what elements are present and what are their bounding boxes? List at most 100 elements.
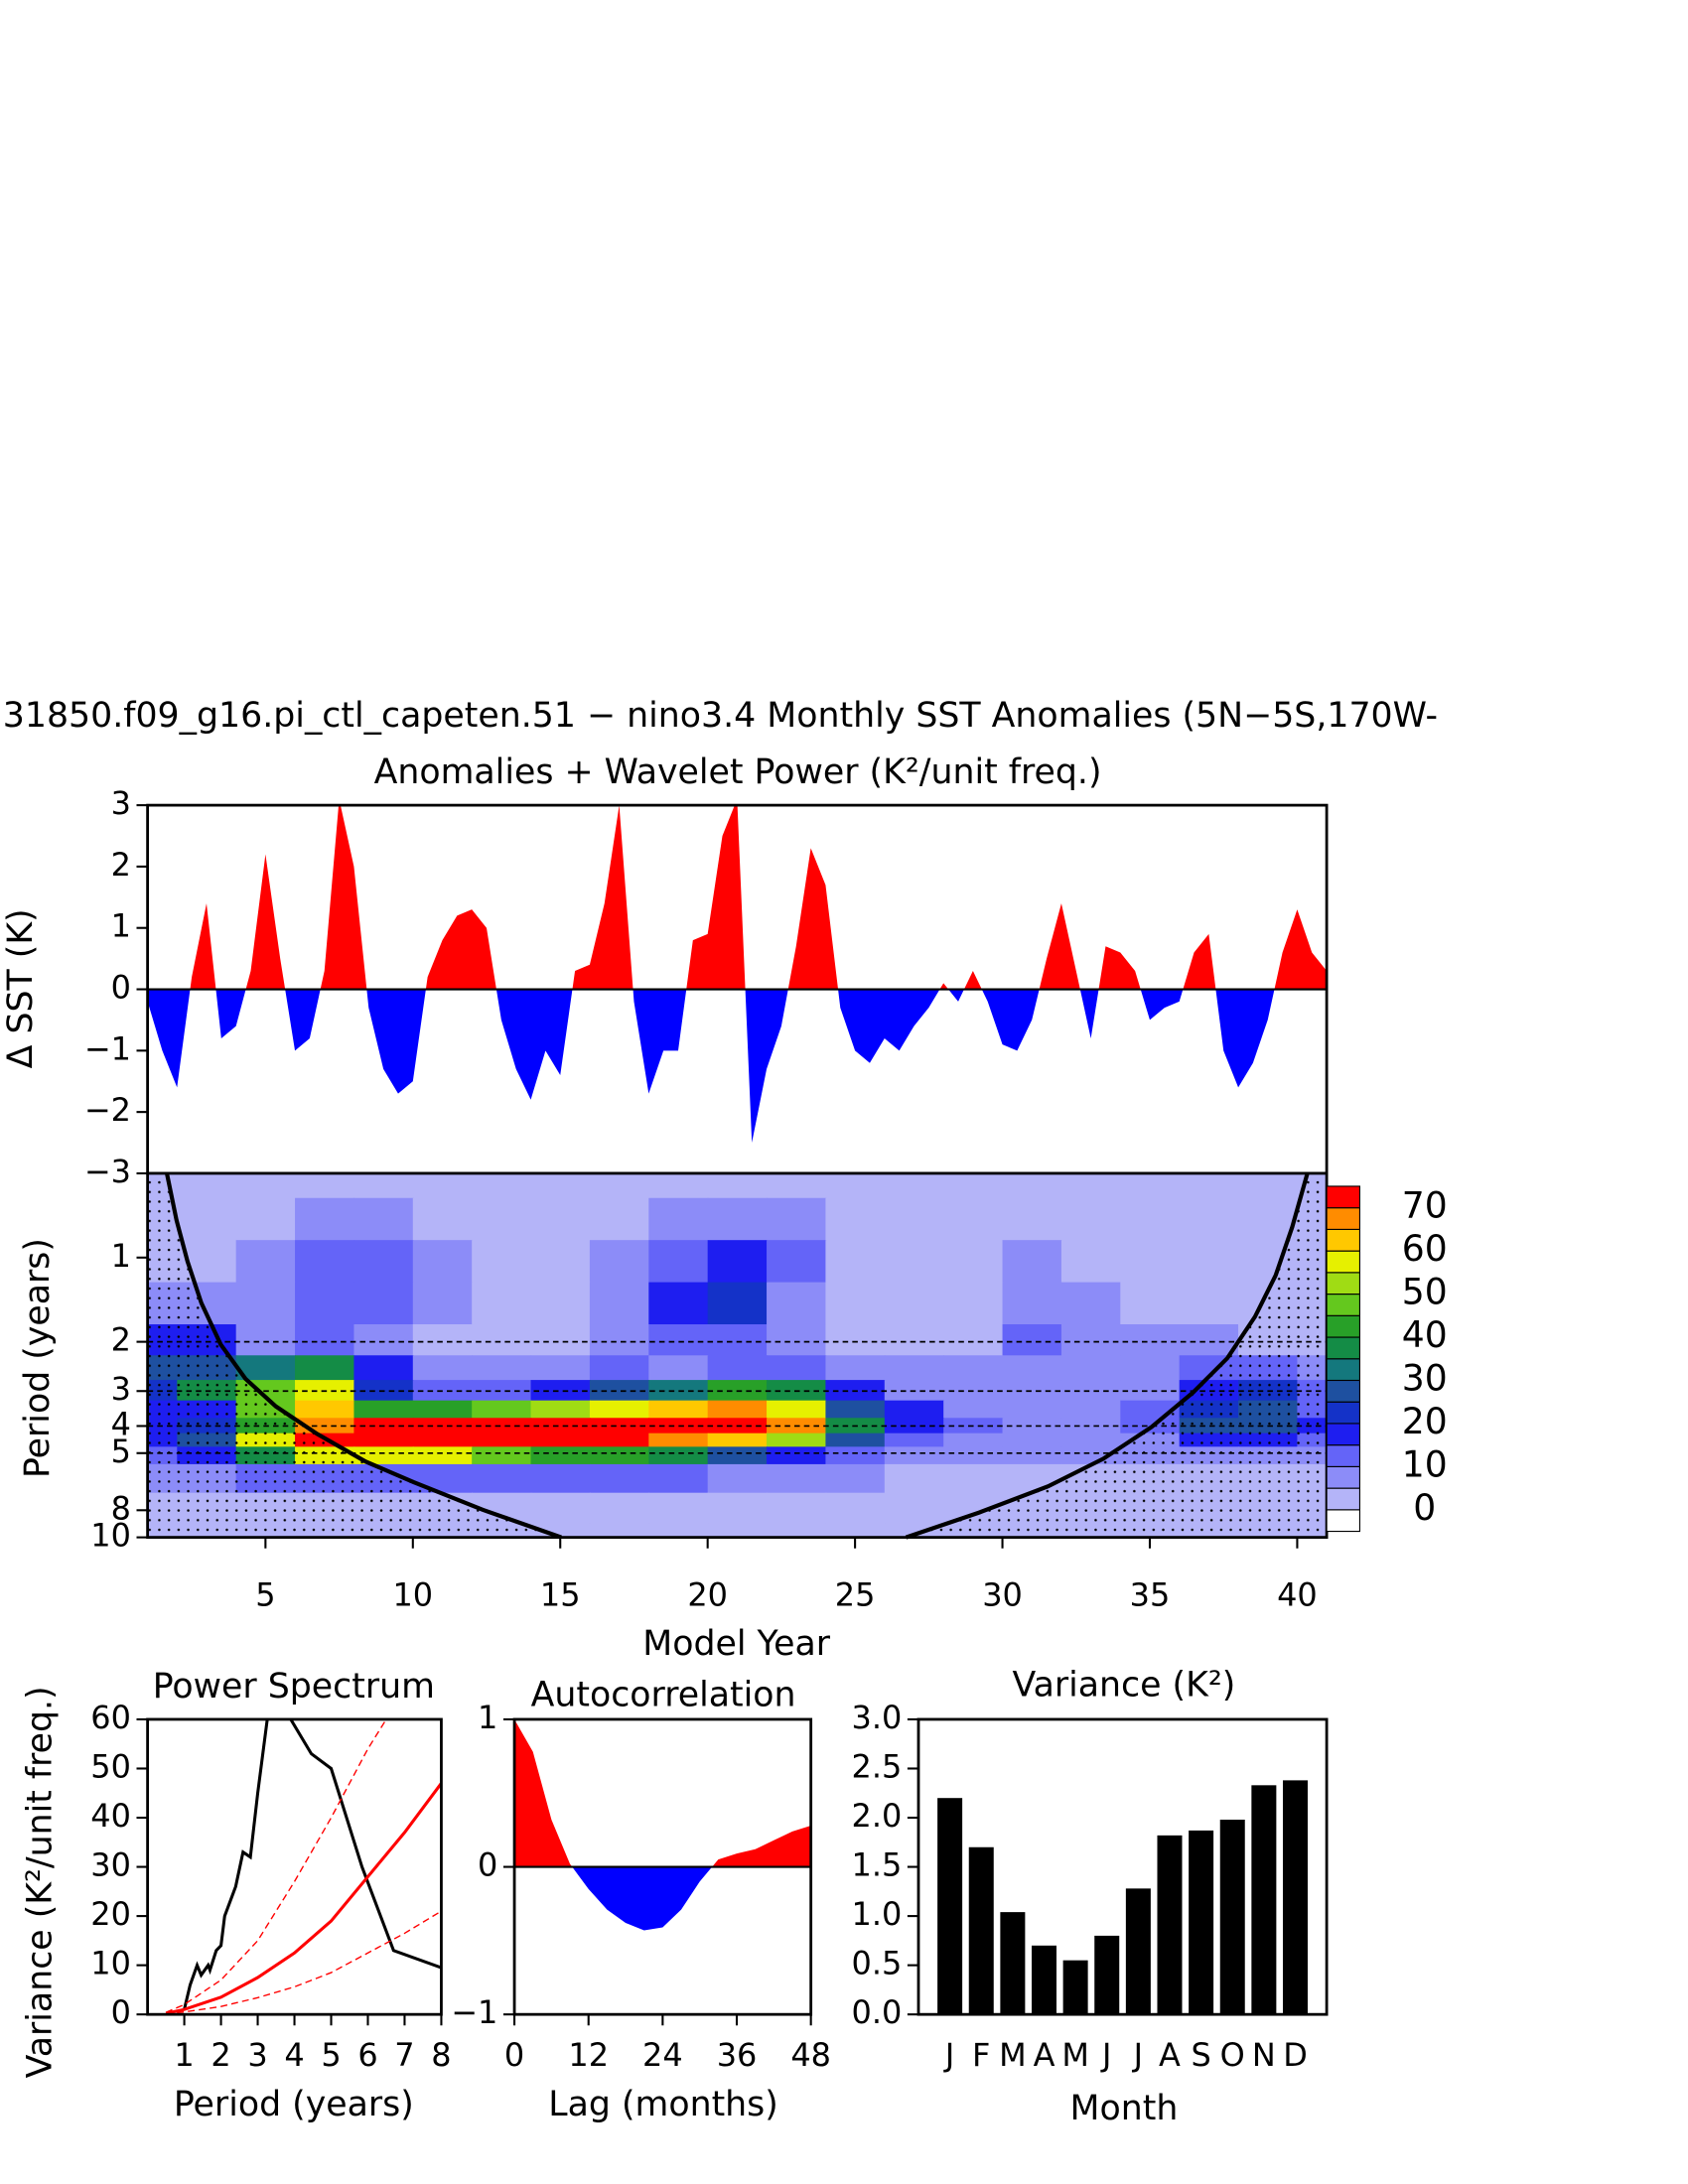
power-cell	[412, 1240, 474, 1284]
power-cell	[1060, 1418, 1122, 1434]
x-tick-label: 4	[284, 2036, 304, 2074]
x-tick-label: 36	[717, 2036, 758, 2074]
power-cell	[1002, 1355, 1062, 1381]
power-cell	[177, 1197, 237, 1242]
power-cell	[412, 1446, 474, 1465]
power-cell	[530, 1324, 591, 1357]
y-tick-label: 2	[111, 846, 131, 884]
power-cell	[767, 1400, 827, 1420]
y-tick-label: 1.5	[852, 1846, 903, 1884]
y-tick-label: 2.5	[852, 1747, 903, 1785]
x-tick-label: F	[972, 2036, 990, 2074]
x-axis-label: Period (years)	[174, 2085, 414, 2124]
power-cell	[767, 1240, 827, 1284]
y-tick-label: 3.0	[852, 1699, 903, 1736]
x-tick-label: 20	[687, 1575, 728, 1613]
bar	[1189, 1830, 1214, 2015]
power-cell	[767, 1172, 827, 1199]
power-cell	[1002, 1197, 1062, 1242]
power-cell	[353, 1172, 414, 1199]
colorbar-box	[1326, 1358, 1360, 1382]
power-cell	[884, 1240, 945, 1284]
power-cell	[235, 1240, 296, 1284]
positive-area	[514, 1718, 811, 1867]
power-cell	[1002, 1380, 1062, 1402]
power-cell	[648, 1463, 709, 1494]
power-cell	[943, 1400, 1004, 1420]
power-cell	[589, 1418, 650, 1434]
power-cell	[472, 1240, 532, 1284]
power-cell	[707, 1282, 768, 1325]
x-tick-label: 5	[321, 2036, 341, 2074]
x-tick-label: D	[1283, 2036, 1308, 2074]
power-cell	[648, 1172, 709, 1199]
y-tick-label: 0.0	[852, 1993, 903, 2031]
x-tick-label: 12	[568, 2036, 609, 2074]
power-cell	[589, 1380, 650, 1402]
power-cell	[884, 1446, 945, 1465]
positive-area	[147, 805, 1328, 990]
power-cell	[707, 1400, 768, 1420]
power-cell	[412, 1433, 474, 1448]
power-cell	[589, 1523, 650, 1538]
power-cell	[884, 1463, 945, 1494]
power-cell	[353, 1282, 414, 1325]
power-cell	[1060, 1240, 1122, 1284]
power-cell	[825, 1282, 886, 1325]
bar	[1094, 1935, 1120, 2015]
colorbar-label: 30	[1402, 1356, 1448, 1399]
power-cell	[943, 1172, 1004, 1199]
power-cell	[295, 1197, 355, 1242]
power-cell	[235, 1282, 296, 1325]
power-cell	[1179, 1282, 1239, 1325]
power-cell	[353, 1433, 414, 1448]
power-cell	[1002, 1418, 1062, 1434]
power-cell	[472, 1433, 532, 1448]
power-cell	[295, 1282, 355, 1325]
power-cell	[943, 1433, 1004, 1448]
panel-title: Autocorrelation	[531, 1675, 796, 1714]
power-cell	[589, 1282, 650, 1325]
x-tick-label: 6	[357, 2036, 377, 2074]
x-tick-label: 35	[1130, 1575, 1171, 1613]
power-cell	[530, 1433, 591, 1448]
power-cell	[472, 1380, 532, 1402]
bar	[1219, 1820, 1245, 2015]
power-cell	[943, 1197, 1004, 1242]
power-cell	[648, 1197, 709, 1242]
colorbar-box	[1326, 1314, 1360, 1338]
x-tick-label: O	[1220, 2036, 1245, 2074]
x-tick-label: 15	[540, 1575, 581, 1613]
power-cell	[767, 1282, 827, 1325]
y-tick-label: 0.5	[852, 1945, 903, 1982]
power-cell	[943, 1324, 1004, 1357]
negative-area	[147, 989, 1328, 1144]
figure-subtitle: Anomalies + Wavelet Power (K²/unit freq.…	[374, 752, 1102, 792]
power-cell	[707, 1446, 768, 1465]
power-cell	[472, 1418, 532, 1434]
y-tick-label: 30	[90, 1846, 131, 1884]
power-cell	[530, 1380, 591, 1402]
power-cell	[472, 1463, 532, 1494]
panel-title: Power Spectrum	[153, 1667, 435, 1706]
power-cell	[295, 1324, 355, 1357]
power-cell	[884, 1197, 945, 1242]
colorbar-label: 40	[1402, 1313, 1448, 1356]
power-cell	[295, 1355, 355, 1381]
power-cell	[589, 1463, 650, 1494]
power-cell	[589, 1446, 650, 1465]
power-cell	[1002, 1172, 1062, 1199]
colorbar-box	[1326, 1185, 1360, 1209]
power-cell	[1060, 1172, 1122, 1199]
power-cell	[1179, 1197, 1239, 1242]
bar	[968, 1846, 994, 2015]
power-cell	[530, 1172, 591, 1199]
power-cell	[767, 1197, 827, 1242]
bar	[1031, 1945, 1056, 2015]
power-cell	[589, 1324, 650, 1357]
y-tick-label: 3	[111, 1370, 131, 1408]
x-tick-label: A	[1159, 2036, 1181, 2074]
colorbar-label: 0	[1413, 1486, 1436, 1529]
power-cell	[412, 1282, 474, 1325]
power-cell	[412, 1197, 474, 1242]
